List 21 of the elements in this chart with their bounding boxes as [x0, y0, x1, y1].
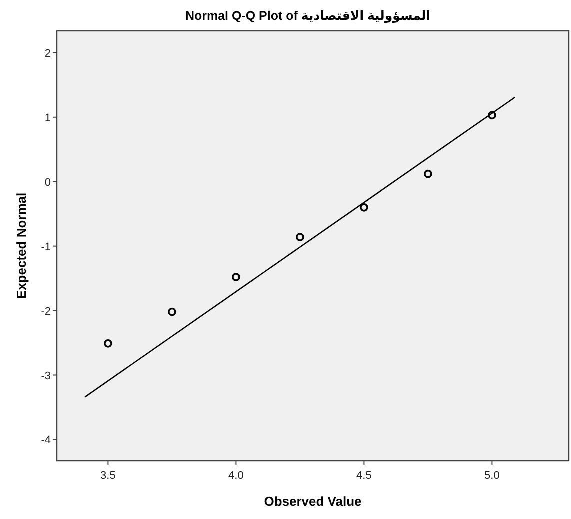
point [168, 308, 176, 316]
point [488, 111, 496, 120]
y-tick-label: -1 [41, 241, 51, 254]
y-tick-label: 2 [44, 48, 51, 60]
point [360, 203, 368, 212]
x-tick-label: 5.0 [484, 470, 500, 482]
x-tick-label: 3.5 [100, 470, 116, 482]
y-tick-label: -3 [41, 370, 51, 382]
y-tick-label: 1 [44, 112, 51, 124]
y-axis-title: Expected Normal [14, 192, 29, 300]
y-tick-label: -2 [41, 306, 51, 318]
y-tick-label: -4 [41, 434, 51, 447]
point [104, 339, 112, 348]
point [424, 170, 432, 178]
chart-title: Normal Q-Q Plot of المسؤولية الاقتصادية [185, 9, 431, 24]
y-tick-label: 0 [44, 176, 51, 189]
point [296, 233, 304, 242]
point [232, 273, 240, 282]
x-axis-title: Observed Value [264, 494, 362, 509]
x-tick-label: 4.5 [356, 470, 372, 482]
x-tick-label: 4.0 [228, 470, 244, 482]
